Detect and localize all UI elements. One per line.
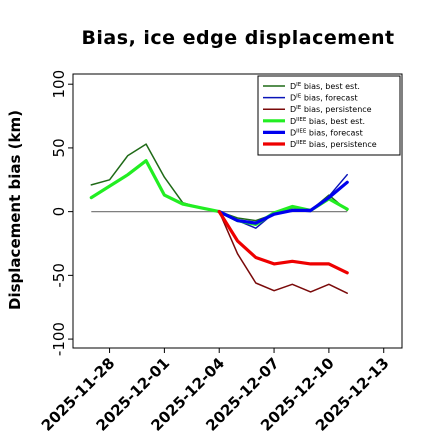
series-line-3 <box>218 210 348 294</box>
chart-title: Bias, ice edge displacement <box>81 27 394 49</box>
legend-entry-text: bias, forecast <box>306 128 362 137</box>
legend-entry-base: D <box>290 128 296 137</box>
legend-entry-superscript: IIEE <box>296 117 307 123</box>
legend-entry-superscript: IE <box>296 105 302 111</box>
y-tick-label: 0 <box>50 207 68 217</box>
legend-entry-base: D <box>290 82 296 91</box>
legend-entry-3: DIE bias, persistence <box>290 105 372 114</box>
legend-entry-text: bias, best est. <box>301 82 360 91</box>
legend-entry-4: DIIEE bias, best est. <box>290 117 365 126</box>
legend-entry-superscript: IIEE <box>296 128 307 134</box>
plot-layer <box>89 143 349 294</box>
series-line-6 <box>217 210 349 275</box>
legend-entry-base: D <box>290 117 296 126</box>
legend-entry-text: bias, forecast <box>301 94 357 103</box>
legend-entry-superscript: IE <box>296 94 302 100</box>
legend-entry-text: bias, best est. <box>306 117 365 126</box>
series-line-4 <box>89 159 349 226</box>
y-tick-label: 100 <box>50 70 68 99</box>
legend-entry-base: D <box>290 140 296 149</box>
legend-entry-base: D <box>290 94 296 103</box>
legend-entry-text: bias, persistence <box>301 105 371 114</box>
legend-entry-1: DIE bias, best est. <box>290 82 360 91</box>
plot-frame <box>72 73 403 349</box>
legend-entry-superscript: IE <box>296 82 302 88</box>
y-tick-label: -50 <box>50 263 68 288</box>
legend-entry-base: D <box>290 105 296 114</box>
y-tick-label: -100 <box>50 322 68 356</box>
legend: DIE bias, best est.DIE bias, forecastDIE… <box>257 75 401 156</box>
legend-entry-6: DIIEE bias, persistence <box>290 140 377 149</box>
legend-box <box>257 75 401 156</box>
series-line-5 <box>217 180 349 225</box>
y-axis-label: Displacement bias (km) <box>6 110 24 310</box>
legend-entry-text: bias, persistence <box>306 140 376 149</box>
legend-entry-2: DIE bias, forecast <box>290 94 358 103</box>
legend-entry-superscript: IIEE <box>296 140 307 146</box>
legend-entry-5: DIIEE bias, forecast <box>290 128 363 137</box>
y-tick-label: 50 <box>50 138 68 157</box>
